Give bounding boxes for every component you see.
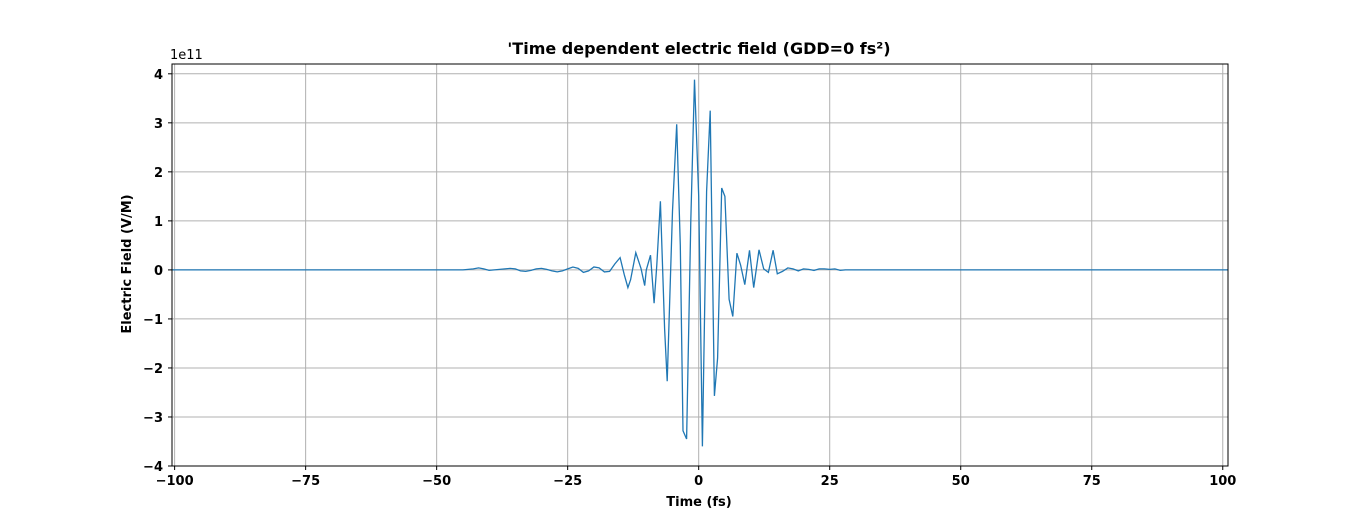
y-tick-label: −2 <box>143 362 163 377</box>
chart-title: 'Time dependent electric field (GDD=0 fs… <box>507 39 890 58</box>
x-tick-label: 0 <box>694 474 703 489</box>
x-axis-ticks: −100 −75 −50 −25 0 25 50 75 100 <box>156 466 1236 489</box>
y-tick-label: −4 <box>143 460 163 475</box>
x-axis-label: Time (fs) <box>666 495 732 510</box>
x-tick-label: 50 <box>952 474 970 489</box>
y-tick-label: 0 <box>154 264 163 279</box>
y-axis-offset-label: 1e11 <box>170 48 203 63</box>
x-tick-label: −100 <box>156 474 194 489</box>
series-layer <box>172 79 1228 447</box>
x-tick-label: −75 <box>291 474 320 489</box>
x-tick-label: 25 <box>821 474 839 489</box>
y-axis-label: Electric Field (V/M) <box>120 194 135 333</box>
y-tick-label: 4 <box>154 68 163 83</box>
plot-frame <box>171 63 1229 467</box>
x-tick-label: −25 <box>553 474 582 489</box>
x-tick-label: 100 <box>1209 474 1236 489</box>
y-tick-label: 2 <box>154 166 163 181</box>
y-tick-label: −3 <box>143 411 163 426</box>
y-tick-label: 1 <box>154 215 163 230</box>
y-axis-ticks: −4 −3 −2 −1 0 1 2 3 4 <box>143 68 172 475</box>
y-tick-label: −1 <box>143 313 163 328</box>
x-tick-label: 75 <box>1083 474 1101 489</box>
y-tick-label: 3 <box>154 117 163 132</box>
x-tick-label: −50 <box>422 474 451 489</box>
series-line <box>172 79 1228 447</box>
